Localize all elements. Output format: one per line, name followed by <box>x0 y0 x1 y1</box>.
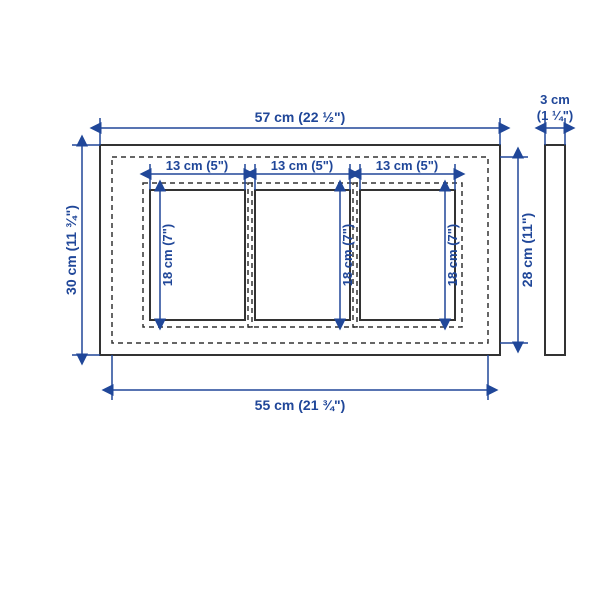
dim-label: 57 cm (22 ½") <box>255 109 346 125</box>
dim-label: 18 cm (7") <box>445 224 460 287</box>
dim-label: 18 cm (7") <box>340 224 355 287</box>
dim-opening1-w: 13 cm (5") <box>150 158 245 190</box>
side-profile <box>545 145 565 355</box>
dim-label: 30 cm (11 ¾") <box>63 205 79 295</box>
dim-label-cm: 3 cm <box>540 92 570 107</box>
dim-label: 13 cm (5") <box>376 158 439 173</box>
dim-left-30cm: 30 cm (11 ¾") <box>63 145 100 355</box>
dim-label: 13 cm (5") <box>271 158 334 173</box>
dim-opening3-w: 13 cm (5") <box>360 158 455 190</box>
dim-bottom-55cm: 55 cm (21 ¾") <box>112 355 488 413</box>
dim-label: 18 cm (7") <box>160 224 175 287</box>
dim-right-28cm: 28 cm (11") <box>500 157 535 343</box>
dim-opening1-h: 18 cm (7") <box>160 190 175 320</box>
dim-top-57cm: 57 cm (22 ½") <box>100 109 500 145</box>
dim-label: 55 cm (21 ¾") <box>255 397 346 413</box>
dim-opening3-h: 18 cm (7") <box>445 190 460 320</box>
dim-label-in: (1 ¼") <box>537 108 574 123</box>
dim-label: 13 cm (5") <box>166 158 229 173</box>
dim-opening2-w: 13 cm (5") <box>255 158 350 190</box>
dim-label: 28 cm (11") <box>519 213 535 287</box>
dimension-diagram: 57 cm (22 ½") 3 cm (1 ¼") 55 cm (21 ¾") … <box>0 0 600 600</box>
dim-depth-3cm: 3 cm (1 ¼") <box>537 92 574 145</box>
